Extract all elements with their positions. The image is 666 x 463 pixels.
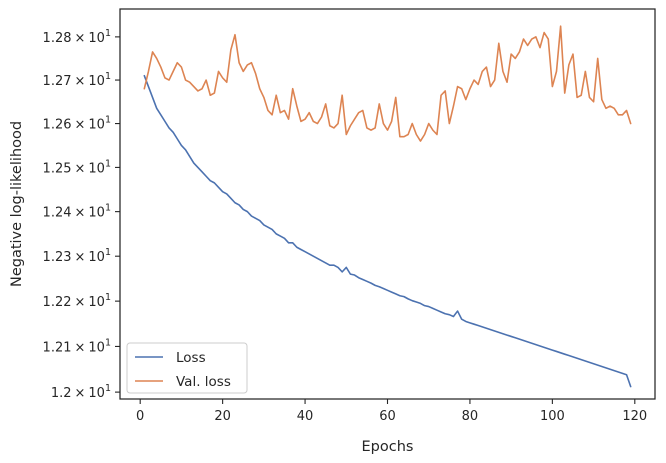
y-tick-label: 1.25 × 101	[43, 158, 111, 176]
series-line-val-loss	[143, 25, 632, 142]
y-tick-times: ×	[75, 295, 86, 310]
x-tick-label: 60	[379, 409, 396, 424]
y-tick-times: ×	[75, 74, 86, 89]
y-tick-exponent: 1	[105, 337, 111, 348]
y-tick-mantissa: 1.28	[43, 31, 72, 46]
y-tick-mantissa: 1.25	[43, 161, 72, 176]
legend-label-val-loss: Val. loss	[176, 374, 231, 390]
y-tick-base: 10	[88, 386, 105, 401]
y-tick-label: 1.2 × 101	[51, 383, 111, 401]
x-tick-label: 120	[622, 409, 647, 424]
y-tick-mantissa: 1.23	[43, 250, 72, 265]
x-tick-label: 80	[462, 409, 479, 424]
y-tick-base: 10	[88, 161, 105, 176]
y-tick-times: ×	[75, 250, 86, 265]
y-tick-exponent: 1	[105, 247, 111, 258]
y-tick-base: 10	[88, 74, 105, 89]
y-tick-times: ×	[75, 161, 86, 176]
y-tick-exponent: 1	[105, 28, 111, 39]
y-tick-exponent: 1	[105, 71, 111, 82]
y-tick-times: ×	[75, 118, 86, 133]
y-tick-label: 1.24 × 101	[43, 203, 111, 221]
y-tick-mantissa: 1.26	[43, 118, 72, 133]
y-tick-base: 10	[88, 250, 105, 265]
y-tick-label: 1.21 × 101	[43, 337, 111, 355]
y-tick-mantissa: 1.22	[43, 295, 72, 310]
y-tick-label: 1.22 × 101	[43, 292, 111, 310]
y-tick-times: ×	[75, 340, 86, 355]
y-tick-mantissa: 1.2	[51, 386, 72, 401]
x-tick-label: 40	[297, 409, 314, 424]
y-tick-exponent: 1	[105, 158, 111, 169]
x-tick-label: 20	[214, 409, 231, 424]
legend: Loss Val. loss	[126, 342, 248, 394]
y-tick-label: 1.28 × 101	[43, 28, 111, 46]
x-tick-label: 0	[136, 409, 144, 424]
y-tick-exponent: 1	[105, 292, 111, 303]
y-tick-exponent: 1	[105, 115, 111, 126]
y-tick-mantissa: 1.21	[43, 340, 72, 355]
y-axis-title: Negative log-likelihood	[9, 121, 25, 287]
y-tick-times: ×	[75, 31, 86, 46]
y-tick-exponent: 1	[105, 203, 111, 214]
y-tick-base: 10	[88, 340, 105, 355]
y-tick-base: 10	[88, 31, 105, 46]
y-tick-exponent: 1	[105, 383, 111, 394]
y-tick-mantissa: 1.24	[43, 206, 72, 221]
y-tick-label: 1.27 × 101	[43, 71, 111, 89]
y-tick-label: 1.26 × 101	[43, 115, 111, 133]
x-tick-label: 100	[540, 409, 565, 424]
y-tick-mantissa: 1.27	[43, 74, 72, 89]
series-line-loss	[143, 74, 632, 388]
y-tick-label: 1.23 × 101	[43, 247, 111, 265]
y-tick-times: ×	[75, 386, 86, 401]
x-axis: 0 20 40 60 80 100 120	[136, 399, 647, 424]
y-tick-times: ×	[75, 206, 86, 221]
plot-area	[119, 8, 656, 400]
x-axis-title: Epochs	[362, 439, 414, 455]
y-tick-base: 10	[88, 295, 105, 310]
legend-label-loss: Loss	[176, 350, 206, 366]
y-tick-base: 10	[88, 118, 105, 133]
y-tick-base: 10	[88, 206, 105, 221]
series-layer	[143, 25, 632, 388]
